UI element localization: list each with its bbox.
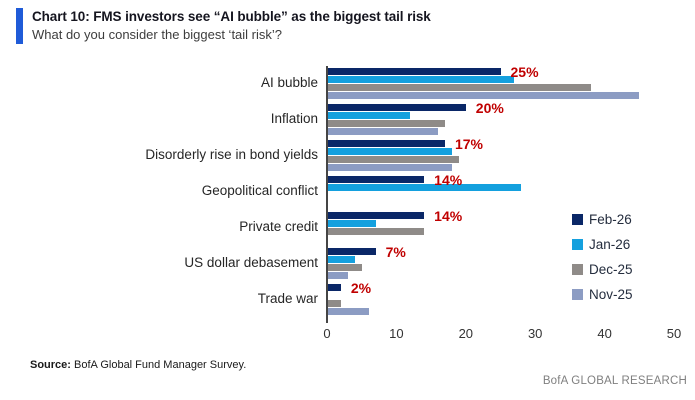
chart-subtitle: What do you consider the biggest ‘tail r…: [32, 27, 283, 42]
data-label: 25%: [510, 64, 539, 80]
chart-rows: AI bubble 25% Inflation 20% Disorderly rise …: [0, 64, 695, 318]
category-label: Disorderly rise in bond yields: [145, 147, 318, 162]
chart-category-row: Inflation 20%: [0, 100, 695, 138]
bar-feb-26: [327, 176, 425, 183]
source-note: Source: BofA Global Fund Manager Survey.: [30, 359, 246, 371]
data-label: 20%: [475, 100, 504, 116]
bar-dec-25: [327, 228, 425, 235]
x-axis-tick-label: 0: [323, 326, 331, 341]
category-label: AI bubble: [260, 75, 318, 90]
chart-category-row: US dollar debasement 7%: [0, 244, 695, 282]
bar-dec-25: [327, 300, 341, 307]
bofa-global-research-branding: BofA GLOBAL RESEARCH: [542, 375, 687, 387]
source-text: BofA Global Fund Manager Survey.: [74, 359, 247, 371]
x-axis-tick-label: 40: [597, 326, 612, 341]
legend-item-feb-26: Feb-26: [572, 211, 633, 227]
category-label: Trade war: [257, 291, 318, 306]
bar-nov-25: [327, 308, 369, 315]
bar-feb-26: [327, 212, 425, 219]
bar-nov-25: [327, 164, 452, 171]
grouped-bar-chart: AI bubble 25% Inflation 20% Disorderly rise …: [0, 64, 695, 366]
legend: Feb-26 Jan-26 Dec-25 Nov-25: [572, 212, 633, 312]
category-label: Private credit: [239, 219, 318, 234]
legend-item-dec-25: Dec-25: [572, 261, 633, 277]
category-label: Geopolitical conflict: [201, 183, 318, 198]
chart-category-row: Private credit 14%: [0, 208, 695, 246]
bar-group: 7%: [327, 244, 674, 282]
x-axis: 0 10 20 30 40 50: [323, 326, 681, 344]
bar-jan-26: [327, 256, 355, 263]
bar-nov-25: [327, 272, 348, 279]
bar-feb-26: [327, 68, 501, 75]
bar-nov-25: [327, 92, 640, 99]
bar-jan-26: [327, 148, 452, 155]
legend-swatch: [572, 263, 583, 275]
legend-item-nov-25: Nov-25: [572, 286, 633, 302]
bar-group: 20%: [327, 100, 674, 138]
legend-label: Jan-26: [589, 236, 631, 252]
legend-swatch: [572, 213, 583, 225]
x-axis-tick-label: 10: [389, 326, 404, 341]
bar-group: 14%: [327, 208, 674, 246]
legend-label: Feb-26: [589, 211, 632, 227]
legend-item-jan-26: Jan-26: [572, 236, 633, 252]
data-label: 14%: [434, 208, 463, 224]
bar-jan-26: [327, 184, 522, 191]
y-axis-line: [326, 66, 328, 323]
bar-group: 2%: [327, 280, 674, 318]
chart-category-row: Trade war 2%: [0, 280, 695, 318]
bar-dec-25: [327, 84, 591, 91]
title-block: Chart 10: FMS investors see “AI bubble” …: [32, 8, 431, 44]
data-label: 17%: [454, 136, 483, 152]
chart-category-row: AI bubble 25%: [0, 64, 695, 102]
bar-dec-25: [327, 120, 445, 127]
bar-jan-26: [327, 112, 411, 119]
bar-group: 17%: [327, 136, 674, 174]
bar-dec-25: [327, 156, 459, 163]
x-axis-tick-label: 50: [666, 326, 682, 341]
x-axis-tick-label: 20: [458, 326, 474, 341]
source-label: Source:: [30, 359, 71, 371]
category-label: Inflation: [270, 111, 318, 126]
category-label: US dollar debasement: [184, 255, 318, 270]
data-label: 7%: [385, 244, 406, 260]
chart-category-row: Disorderly rise in bond yields 17%: [0, 136, 695, 174]
bar-jan-26: [327, 76, 515, 83]
title-accent-bar: [16, 8, 23, 44]
bar-feb-26: [327, 284, 341, 291]
legend-label: Nov-25: [589, 286, 633, 302]
legend-swatch: [572, 288, 583, 300]
bar-dec-25: [327, 264, 362, 271]
bar-feb-26: [327, 104, 466, 111]
chart-header: Chart 10: FMS investors see “AI bubble” …: [16, 8, 431, 44]
data-label: 14%: [434, 172, 463, 188]
legend-label: Dec-25: [589, 261, 633, 277]
bar-jan-26: [327, 220, 376, 227]
chart-title: Chart 10: FMS investors see “AI bubble” …: [32, 9, 431, 24]
x-axis-tick-label: 30: [527, 326, 543, 341]
bar-feb-26: [327, 140, 445, 147]
bar-nov-25: [327, 128, 439, 135]
chart-category-row: Geopolitical conflict 14%: [0, 172, 695, 210]
bar-group: 14%: [327, 172, 674, 210]
bar-feb-26: [327, 248, 376, 255]
bar-group: 25%: [327, 64, 674, 102]
legend-swatch: [572, 238, 583, 250]
data-label: 2%: [350, 280, 372, 296]
